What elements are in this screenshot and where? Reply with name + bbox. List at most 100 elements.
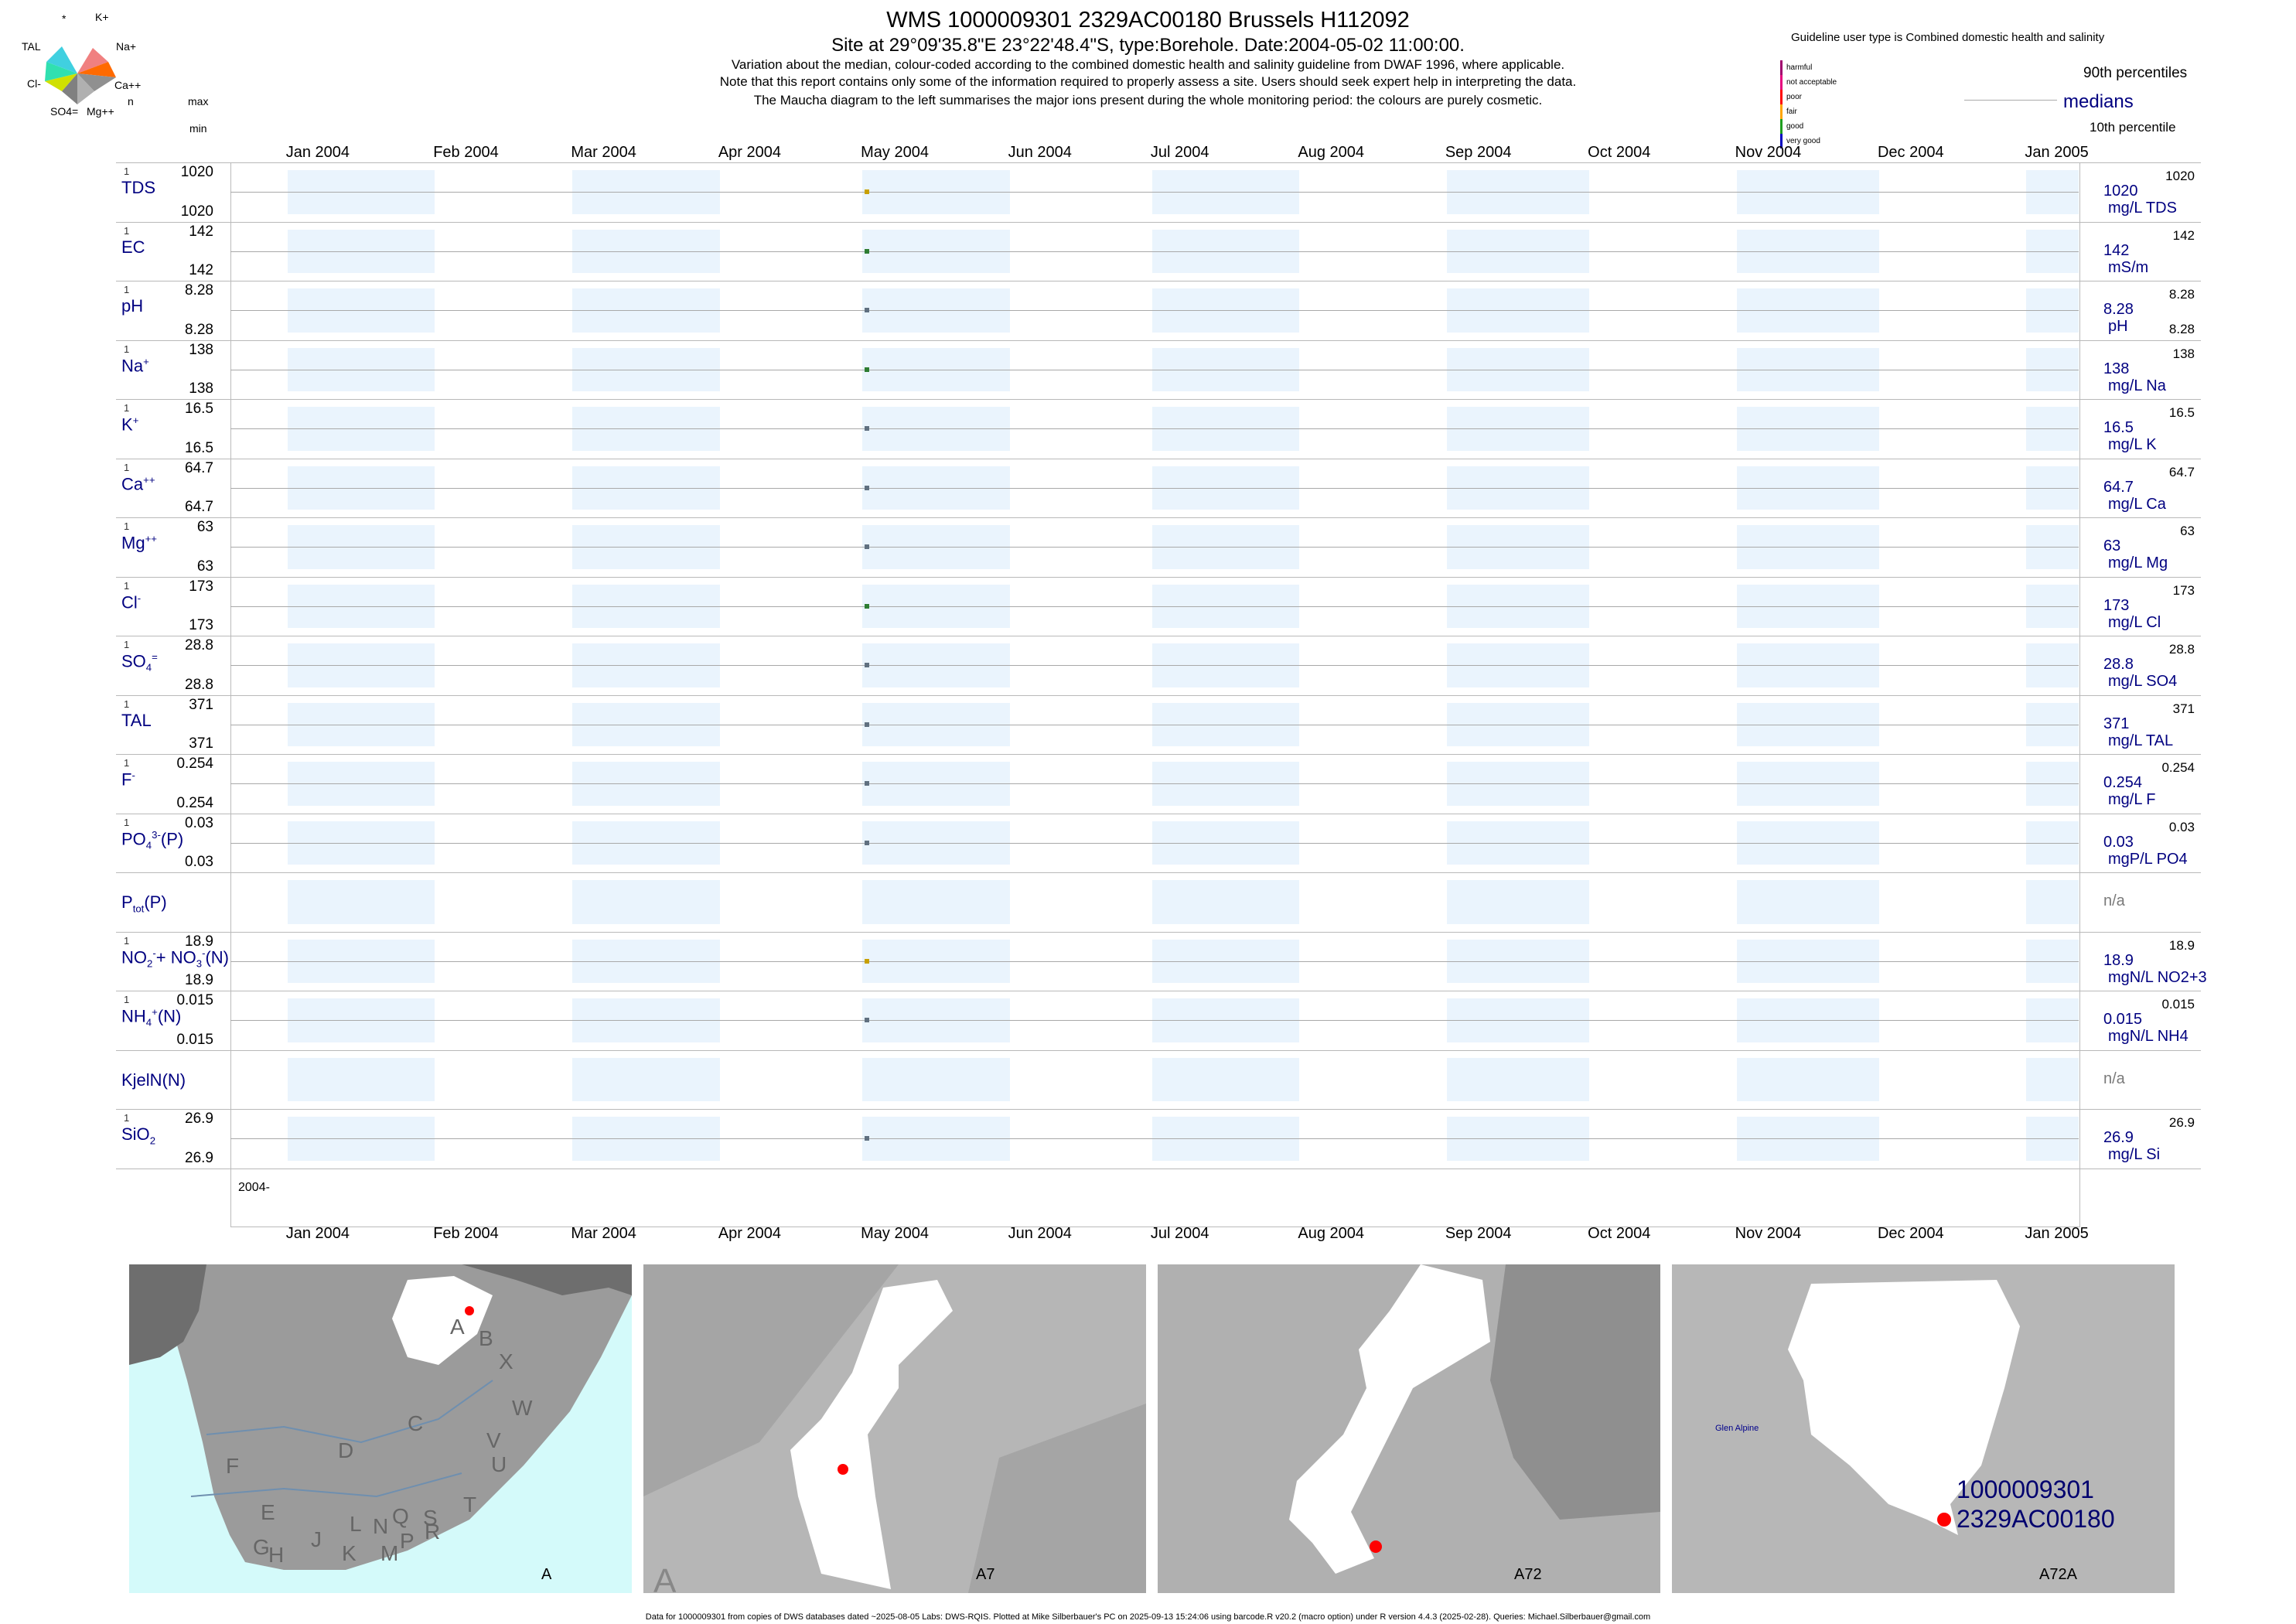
row-separator: [116, 576, 2201, 578]
plot-frame: [230, 162, 2080, 1227]
sample-count: 1: [124, 639, 130, 650]
row-separator: [116, 694, 2201, 696]
parameter-label: Ptot(P): [121, 892, 167, 915]
month-label-bottom: Dec 2004: [1877, 1225, 1944, 1242]
sample-count: 1: [124, 224, 130, 237]
data-point: [865, 1018, 870, 1023]
month-label-bottom: May 2004: [861, 1225, 929, 1242]
month-band: [862, 1057, 1010, 1101]
row-separator: [116, 754, 2201, 755]
legend-color-bar: [1780, 75, 1783, 90]
median-line: [230, 310, 2079, 312]
median-label: medians: [2063, 91, 2134, 112]
median-value: 0.015: [2103, 1011, 2143, 1029]
month-label-top: May 2004: [861, 144, 929, 161]
data-point: [865, 426, 870, 432]
p90-value: 0.03: [2168, 819, 2195, 834]
min-value: 8.28: [185, 321, 213, 338]
max-value: 63: [196, 519, 213, 535]
data-point: [865, 722, 870, 727]
parameter-label: Cl-: [121, 592, 142, 612]
p90-value: 1020: [2165, 169, 2195, 183]
median-value: 63: [2103, 537, 2121, 555]
min-value: 28.8: [185, 676, 213, 693]
parameter-label: F-: [121, 769, 135, 790]
catchment-letter: K: [342, 1541, 357, 1565]
legend-class-label: harmful: [1786, 63, 1813, 72]
sample-count: 1: [124, 343, 130, 355]
catchment-letter: T: [463, 1493, 477, 1517]
map-a72a-svg: [1672, 1264, 2175, 1593]
catchment-letter: F: [226, 1454, 240, 1478]
not-available-label: n/a: [2103, 892, 2125, 910]
map-label: A7: [976, 1566, 995, 1583]
maucha-diagram: * K+ TAL Na+ Cl- Ca++ SO4= Mg++: [0, 0, 162, 130]
median-line: [230, 960, 2079, 962]
catchment-letter: C: [408, 1411, 424, 1435]
unit-label: mg/L TDS: [2108, 200, 2177, 217]
legend-class-label: not acceptable: [1786, 78, 1837, 87]
p90-value: 26.9: [2168, 1115, 2195, 1130]
unit-label: mg/L TAL: [2108, 732, 2174, 749]
month-label-top: Sep 2004: [1445, 144, 1512, 161]
sample-count: 1: [124, 1112, 130, 1124]
p90-label: 90th percentiles: [2083, 65, 2188, 81]
median-value: 26.9: [2103, 1129, 2134, 1147]
month-label-bottom: Feb 2004: [433, 1225, 499, 1242]
site-code-label: 2329AC00180: [1957, 1505, 2115, 1533]
median-value: 0.254: [2103, 774, 2143, 792]
legend-class-label: very good: [1786, 137, 1820, 145]
unit-label: mgP/L PO4: [2108, 850, 2188, 868]
max-value: 1020: [180, 164, 213, 180]
median-value: 173: [2103, 596, 2130, 614]
data-point: [865, 1136, 870, 1141]
month-label-bottom: Mar 2004: [571, 1225, 636, 1242]
max-value: 138: [189, 341, 213, 358]
data-point: [865, 248, 870, 254]
month-band: [862, 880, 1010, 924]
catchment-letter: H: [268, 1543, 285, 1567]
median-value: 371: [2103, 715, 2130, 732]
maucha-label: Mg++: [87, 105, 114, 118]
catchment-letter: L: [350, 1512, 362, 1536]
unit-label: mg/L SO4: [2108, 673, 2178, 691]
month-label-top: Nov 2004: [1735, 144, 1802, 161]
min-value: 64.7: [185, 499, 213, 515]
note-line: Note that this report contains only some…: [719, 74, 1577, 89]
median-line: [230, 842, 2079, 844]
median-value: 8.28: [2103, 301, 2134, 319]
parameter-label: Ca++: [121, 473, 155, 494]
p90-value: 0.254: [2161, 760, 2195, 775]
map-big-label: A: [653, 1562, 677, 1600]
p10-value: 8.28: [2168, 321, 2195, 336]
map-south-africa: [129, 1264, 632, 1593]
max-value: 142: [189, 223, 213, 240]
month-label-top: Aug 2004: [1298, 144, 1365, 161]
catchment-letter: J: [311, 1527, 322, 1551]
p90-value: 64.7: [2168, 464, 2195, 479]
month-label-bottom: Aug 2004: [1298, 1225, 1365, 1242]
month-label-top: Jan 2005: [2025, 144, 2089, 161]
month-band: [1446, 880, 1590, 924]
sample-count: 1: [124, 994, 130, 1005]
catchment-letter: B: [479, 1326, 493, 1350]
max-value: 371: [189, 696, 213, 713]
median-value: 16.5: [2103, 419, 2134, 437]
month-band: [1151, 880, 1300, 924]
legend-class-label: good: [1786, 122, 1804, 131]
parameter-label: NH4+(N): [121, 1006, 182, 1029]
parameter-label: TDS: [121, 178, 155, 198]
data-point: [865, 958, 870, 964]
catchment-letter: N: [373, 1514, 389, 1538]
month-band: [287, 880, 435, 924]
min-value: 0.015: [176, 1031, 213, 1048]
month-label-top: Jul 2004: [1150, 144, 1209, 161]
p90-value: 0.015: [2161, 997, 2195, 1012]
p90-value: 63: [2180, 524, 2195, 538]
month-band: [1446, 1057, 1590, 1101]
parameter-label: SiO2: [121, 1124, 156, 1147]
data-point: [865, 603, 870, 609]
row-separator: [116, 517, 2201, 518]
maucha-label: Cl-: [27, 77, 41, 90]
